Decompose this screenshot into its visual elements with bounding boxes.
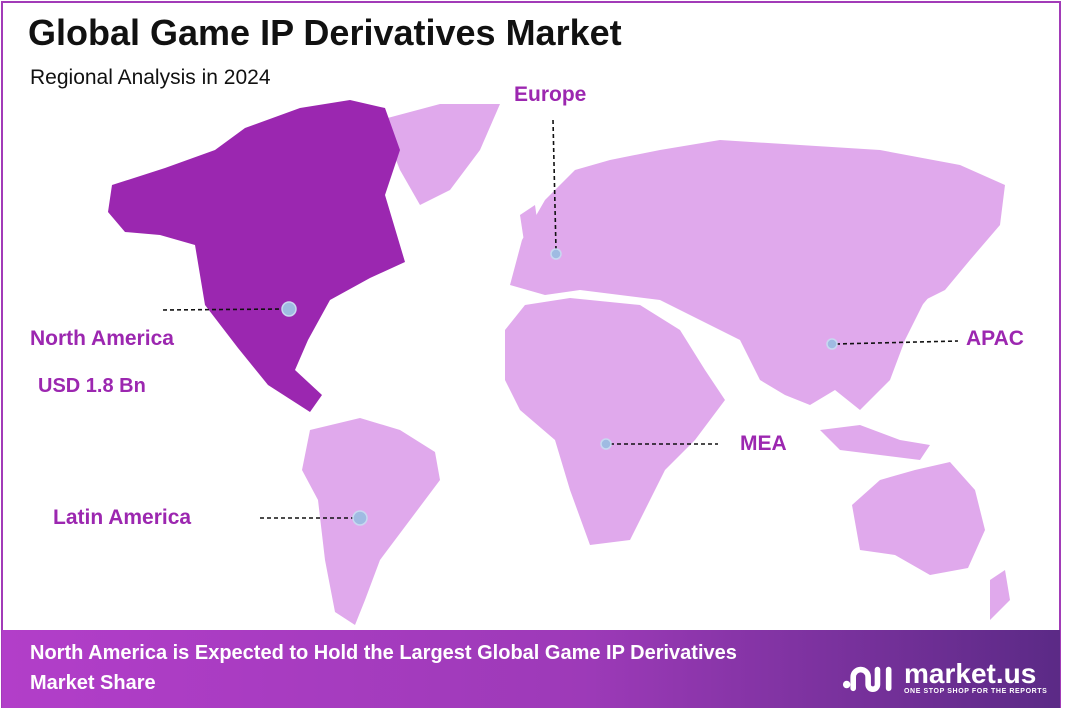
brand-name: market.us: [904, 658, 1037, 689]
footer-text: North America is Expected to Hold the La…: [30, 642, 737, 694]
page-subtitle: Regional Analysis in 2024: [30, 66, 271, 89]
indonesia: [820, 425, 930, 460]
latin-america-label: Latin America: [53, 506, 192, 529]
apac-leader-line: [835, 340, 959, 345]
europe-label: Europe: [514, 83, 587, 106]
europe-leader-line: [552, 119, 557, 251]
mea-marker: [600, 438, 612, 450]
japan: [905, 260, 935, 310]
brand-tagline: ONE STOP SHOP FOR THE REPORTS: [904, 688, 1048, 695]
north-america-highlight: [108, 100, 405, 412]
mea-label: MEA: [740, 432, 787, 455]
greenland: [380, 104, 500, 205]
europe-marker: [550, 248, 562, 260]
apac-marker: [826, 338, 838, 350]
page-title: Global Game IP Derivatives Market: [28, 12, 622, 53]
africa: [505, 298, 725, 545]
brand-logo: market.us ONE STOP SHOP FOR THE REPORTS: [842, 660, 1047, 695]
south-america: [302, 418, 440, 625]
apac-label: APAC: [966, 327, 1024, 350]
north-america-label: North America: [30, 327, 174, 350]
australia: [852, 462, 985, 575]
north-america-marker: [281, 301, 297, 317]
north-america-value: USD 1.8 Bn: [38, 375, 146, 397]
latin-america-marker: [352, 510, 368, 526]
uk: [520, 205, 540, 248]
market-us-logo-icon: [842, 666, 892, 692]
world-map: [108, 100, 1010, 625]
north-america-leader-line: [162, 308, 286, 311]
footer-banner: North America is Expected to Hold the La…: [2, 630, 1060, 708]
new-zealand: [990, 570, 1010, 620]
